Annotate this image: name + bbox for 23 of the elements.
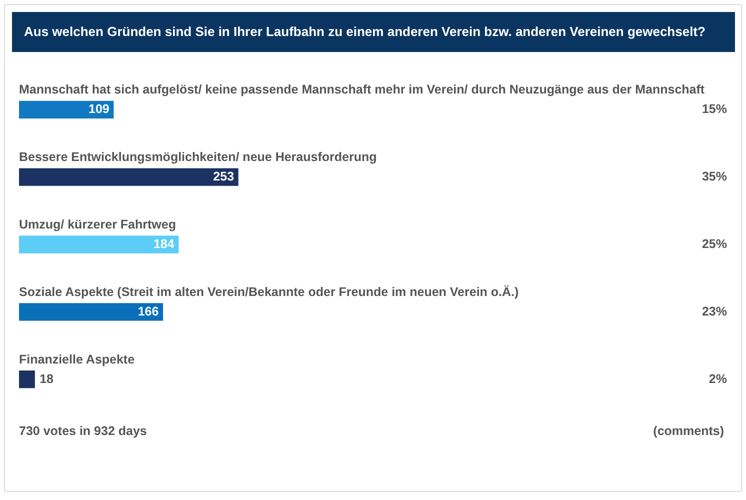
y-tick-label: Bessere Entwicklungsmöglichkeiten/ neue Herausforderung (19, 150, 377, 164)
data-label: 253 (213, 170, 234, 184)
data-label: 166 (138, 304, 159, 318)
text: 730 votes in 932 days (19, 424, 147, 438)
bar (19, 168, 238, 186)
y-tick-label: Umzug/ kürzerer Fahrtweg (19, 217, 176, 232)
y-tick-label: Soziale Aspekte (Streit im alten Verein/Bekannte oder Freunde im neuen Verein o.Ä.) (19, 284, 519, 299)
data-label: 109 (88, 102, 110, 116)
bar (19, 370, 35, 388)
text: 25% (702, 236, 727, 251)
bar (19, 303, 164, 321)
data-label: 18 (40, 372, 54, 386)
text: 23% (702, 304, 727, 318)
text: 35% (702, 170, 727, 184)
bar (19, 236, 179, 254)
bar (19, 100, 114, 119)
text: Aus welchen Gründen sind Sie in Ihrer Laufbahn zu einem anderen Verein bzw. anderen Vereinen gewechselt? (12, 12, 735, 52)
y-tick-label: Mannschaft hat sich aufgelöst/ keine passende Mannschaft mehr im Verein/ durch Neuzugänge aus der Mannschaft (19, 82, 706, 97)
y-tick-label: Finanzielle Aspekte (19, 352, 135, 366)
data-label: 184 (153, 236, 174, 251)
text: (comments) (653, 424, 724, 438)
text: 15% (702, 102, 727, 116)
text: 2% (708, 372, 727, 386)
